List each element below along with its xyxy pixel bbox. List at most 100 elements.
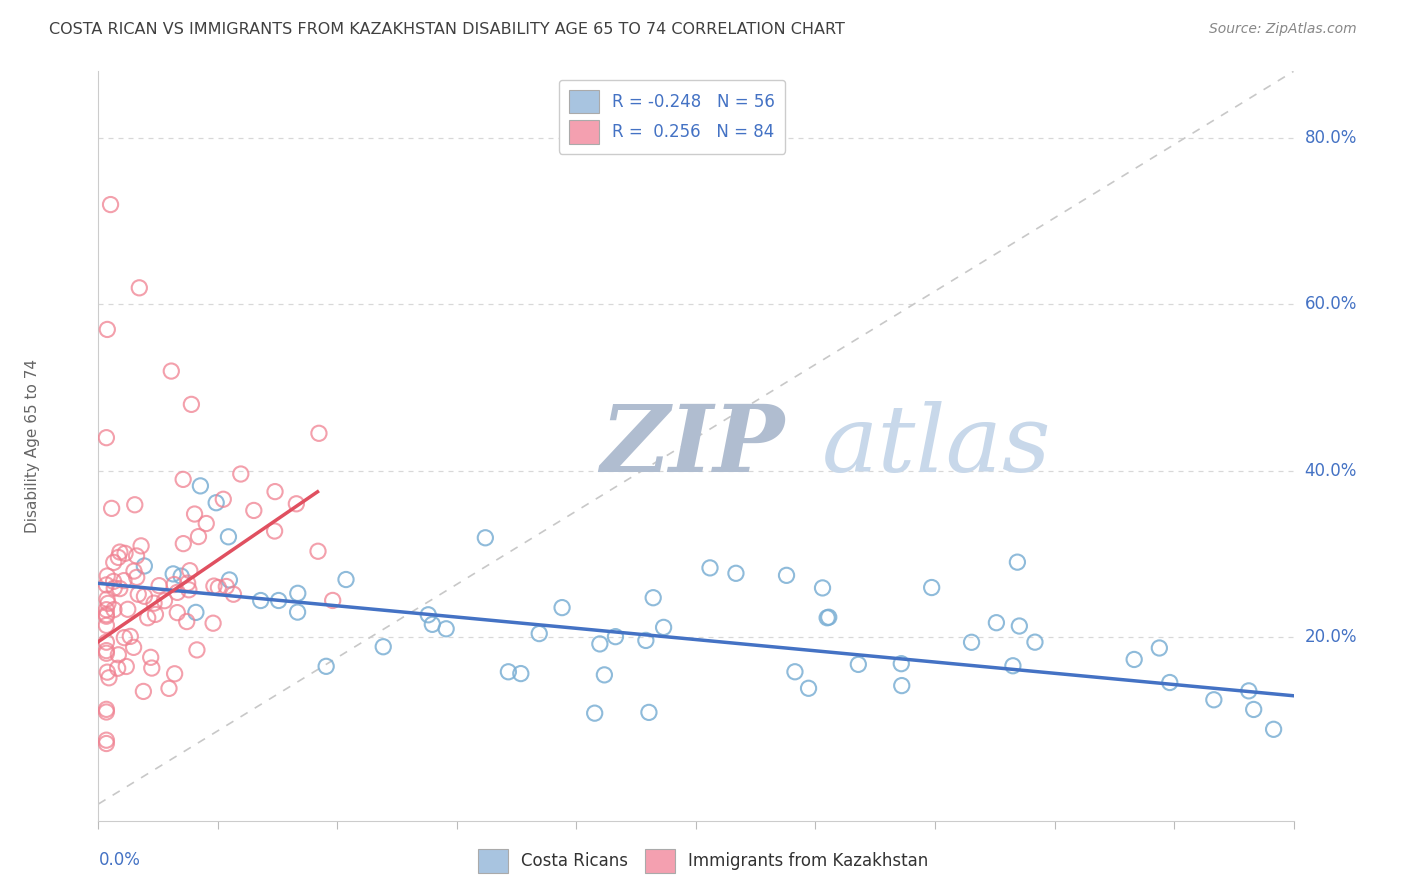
Point bbox=[322, 593, 344, 607]
Point bbox=[124, 498, 146, 512]
Point bbox=[605, 630, 627, 644]
Point bbox=[1263, 723, 1285, 737]
Point bbox=[125, 549, 148, 563]
Point bbox=[202, 616, 225, 631]
Point bbox=[100, 197, 122, 211]
Point bbox=[1123, 652, 1146, 666]
Point bbox=[96, 569, 118, 583]
Point bbox=[218, 573, 240, 587]
Point bbox=[846, 657, 869, 672]
Point bbox=[129, 539, 152, 553]
Point bbox=[815, 611, 838, 625]
Point bbox=[243, 503, 266, 517]
Point bbox=[157, 681, 180, 696]
Point bbox=[183, 507, 205, 521]
Point bbox=[96, 322, 118, 336]
Point bbox=[120, 629, 142, 643]
Point bbox=[134, 559, 156, 574]
Point bbox=[1008, 619, 1031, 633]
Point bbox=[100, 501, 122, 516]
Point bbox=[1149, 640, 1171, 655]
Point bbox=[166, 585, 188, 599]
Point bbox=[176, 615, 198, 629]
Point bbox=[179, 564, 201, 578]
Text: 0.0%: 0.0% bbox=[98, 851, 141, 869]
Text: 20.0%: 20.0% bbox=[1305, 629, 1357, 647]
Point bbox=[797, 681, 820, 696]
Point bbox=[97, 671, 120, 685]
Point bbox=[498, 665, 520, 679]
Point bbox=[724, 566, 747, 581]
Point bbox=[148, 579, 170, 593]
Point bbox=[315, 659, 337, 673]
Point bbox=[699, 561, 721, 575]
Point bbox=[434, 622, 457, 636]
Point bbox=[103, 556, 125, 570]
Point bbox=[107, 648, 129, 662]
Point bbox=[96, 603, 118, 617]
Point bbox=[263, 524, 285, 538]
Point bbox=[335, 573, 357, 587]
Point bbox=[112, 631, 135, 645]
Point bbox=[180, 397, 202, 411]
Point bbox=[96, 646, 118, 660]
Point bbox=[108, 545, 131, 559]
Point bbox=[96, 578, 118, 592]
Point bbox=[264, 484, 287, 499]
Point bbox=[132, 684, 155, 698]
Point bbox=[122, 564, 145, 578]
Point bbox=[162, 566, 184, 581]
Point bbox=[1237, 684, 1260, 698]
Point bbox=[115, 659, 138, 673]
Point bbox=[285, 497, 308, 511]
Point bbox=[222, 587, 245, 601]
Point bbox=[114, 546, 136, 560]
Point bbox=[176, 576, 198, 591]
Point bbox=[96, 592, 118, 607]
Point bbox=[141, 661, 163, 675]
Point bbox=[125, 570, 148, 584]
Point bbox=[811, 581, 834, 595]
Point bbox=[96, 635, 118, 649]
Text: Disability Age 65 to 74: Disability Age 65 to 74 bbox=[25, 359, 41, 533]
Point bbox=[134, 590, 156, 604]
Point bbox=[96, 431, 118, 445]
Point bbox=[783, 665, 806, 679]
Text: ZIP: ZIP bbox=[600, 401, 785, 491]
Point bbox=[1159, 675, 1181, 690]
Text: atlas: atlas bbox=[821, 401, 1050, 491]
Point bbox=[307, 544, 329, 558]
Point bbox=[97, 596, 120, 610]
Legend: R = -0.248   N = 56, R =  0.256   N = 84: R = -0.248 N = 56, R = 0.256 N = 84 bbox=[560, 79, 785, 153]
Point bbox=[107, 550, 129, 565]
Point bbox=[986, 615, 1008, 630]
Point bbox=[529, 626, 551, 640]
Point bbox=[127, 587, 149, 601]
Point bbox=[122, 640, 145, 655]
Point bbox=[103, 602, 125, 616]
Point bbox=[145, 607, 167, 622]
Point bbox=[634, 633, 657, 648]
Point bbox=[153, 593, 176, 607]
Point bbox=[112, 574, 135, 588]
Point bbox=[215, 579, 238, 593]
Point bbox=[593, 668, 616, 682]
Point bbox=[212, 492, 235, 507]
Point bbox=[96, 705, 118, 719]
Point bbox=[117, 602, 139, 616]
Point bbox=[249, 593, 271, 607]
Point bbox=[128, 281, 150, 295]
Point bbox=[96, 737, 118, 751]
Point bbox=[96, 609, 118, 624]
Point bbox=[107, 661, 129, 675]
Point bbox=[474, 531, 496, 545]
Point bbox=[1001, 658, 1024, 673]
Point bbox=[1024, 635, 1046, 649]
Point bbox=[184, 606, 207, 620]
Point bbox=[229, 467, 252, 481]
Point bbox=[103, 581, 125, 595]
Point bbox=[103, 574, 125, 589]
Point bbox=[170, 569, 193, 583]
Point bbox=[96, 643, 118, 657]
Point bbox=[890, 679, 912, 693]
